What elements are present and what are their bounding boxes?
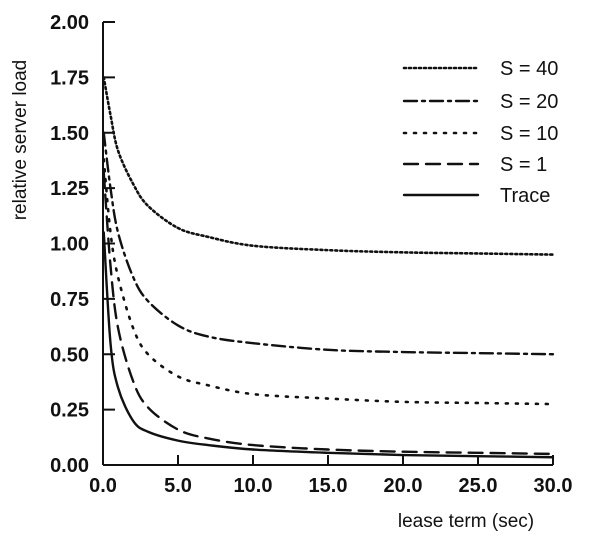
y-tick-label: 1.75 (50, 67, 89, 89)
series-line-s-10 (102, 158, 555, 406)
x-tick-label: 20.0 (384, 475, 423, 497)
y-tick-label: 1.00 (50, 234, 89, 256)
series-line-s-40 (102, 76, 555, 256)
legend: S = 40 S = 20 S = 10 S = 1 Trace (402, 58, 558, 207)
series-line-trace (102, 231, 555, 459)
series-layer (102, 76, 555, 459)
series-line-s-1 (102, 171, 555, 456)
x-tick-label: 0.0 (89, 475, 117, 497)
y-tick-label: 0.50 (50, 344, 89, 366)
y-tick-label: 1.50 (50, 123, 89, 145)
y-tick-label: 1.25 (50, 178, 89, 200)
legend-label: Trace (500, 185, 550, 207)
y-tick-label: 2.00 (50, 12, 89, 34)
series-line-s-20 (102, 131, 555, 356)
x-tick-label: 15.0 (309, 475, 348, 497)
legend-label: S = 40 (500, 58, 558, 80)
axes: 0.00 0.25 0.50 0.75 1.00 1.25 1.50 1.75 2.00 0.0 5… (50, 12, 572, 497)
y-tick-label: 0.75 (50, 289, 89, 311)
legend-label: S = 1 (500, 154, 547, 176)
legend-label: S = 10 (500, 123, 558, 145)
x-tick-label: 10.0 (234, 475, 273, 497)
legend-label: S = 20 (500, 91, 558, 113)
x-tick-label: 30.0 (534, 475, 573, 497)
x-axis-label: lease term (sec) (398, 511, 534, 532)
y-tick-label: 0.00 (50, 455, 89, 477)
x-tick-label: 5.0 (164, 475, 192, 497)
y-axis-label: relative server load (10, 60, 31, 221)
x-tick-label: 25.0 (459, 475, 498, 497)
y-tick-label: 0.25 (50, 400, 89, 422)
